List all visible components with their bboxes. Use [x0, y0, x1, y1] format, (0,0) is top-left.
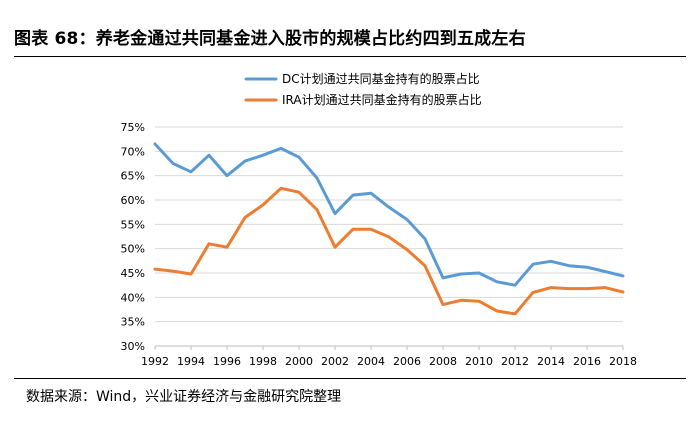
line-chart: 30% 35% 40% 45% 50% 55% 60% 65% 70% 75% 1992 1994 19… — [121, 71, 637, 368]
x-tick-label: 2014 — [537, 355, 565, 368]
x-tick-label: 2016 — [573, 355, 601, 368]
figure-title: 图表 68：养老金通过共同基金进入股市的规模占比约四到五成左右 — [14, 29, 526, 49]
x-tick-label: 2010 — [465, 355, 493, 368]
title-divider — [14, 56, 686, 57]
legend-label: DC计划通过共同基金持有的股票占比 — [282, 71, 480, 86]
y-tick-label: 40% — [121, 291, 145, 304]
y-tick-label: 70% — [121, 145, 145, 158]
y-tick-label: 75% — [121, 121, 145, 134]
dc-series-line — [153, 142, 625, 287]
x-tick-label: 1998 — [249, 355, 277, 368]
axes: 30% 35% 40% 45% 50% 55% 60% 65% 70% 75% 1992 1994 19… — [121, 121, 637, 368]
x-tick-label: 2018 — [609, 355, 637, 368]
x-tick-label: 1992 — [141, 355, 169, 368]
x-tick-label: 1994 — [177, 355, 205, 368]
x-tick-label: 2000 — [285, 355, 313, 368]
source-note: 数据来源：Wind，兴业证券经济与金融研究院整理 — [26, 389, 342, 405]
y-tick-label: 55% — [121, 218, 145, 231]
x-tick-label: 2002 — [321, 355, 349, 368]
y-tick-label: 60% — [121, 194, 145, 207]
series-lines — [153, 142, 625, 316]
ira-series-line — [153, 186, 625, 316]
y-tick-label: 35% — [121, 316, 145, 329]
y-tick-label: 45% — [121, 267, 145, 280]
y-tick-label: 50% — [121, 243, 145, 256]
legend-label: IRA计划通过共同基金持有的股票占比 — [282, 92, 482, 107]
x-tick-label: 1996 — [213, 355, 241, 368]
x-tick-label: 2012 — [501, 355, 529, 368]
gridlines — [155, 126, 623, 323]
source-divider — [14, 378, 686, 379]
y-tick-label: 65% — [121, 170, 145, 183]
legend: DC计划通过共同基金持有的股票占比 IRA计划通过共同基金持有的股票占比 — [244, 71, 482, 107]
x-tick-label: 2006 — [393, 355, 421, 368]
x-tick-label: 2004 — [357, 355, 385, 368]
y-tick-label: 30% — [121, 340, 145, 353]
x-tick-label: 2008 — [429, 355, 457, 368]
